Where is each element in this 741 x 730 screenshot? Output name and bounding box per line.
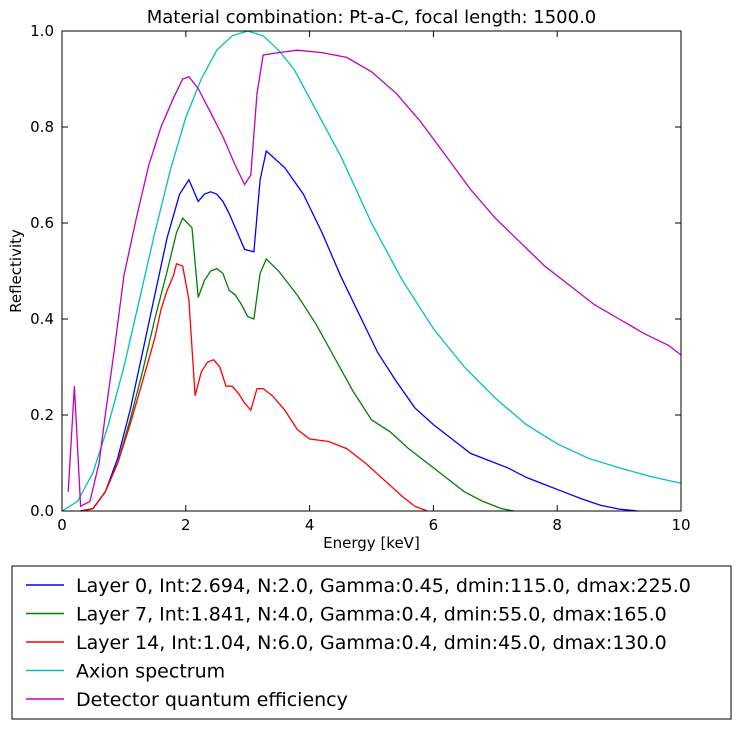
chart-title: Material combination: Pt-a-C, focal leng… xyxy=(147,7,597,28)
legend-entry-4: Detector quantum efficiency xyxy=(76,689,348,711)
y-tick-label: 0.0 xyxy=(30,502,54,520)
y-tick-label: 0.2 xyxy=(30,406,54,424)
y-tick-label: 0.8 xyxy=(30,118,54,136)
legend: Layer 0, Int:2.694, N:2.0, Gamma:0.45, d… xyxy=(11,565,732,720)
plot-lines xyxy=(61,30,682,512)
x-tick-label: 2 xyxy=(181,516,191,534)
series-line-1 xyxy=(80,217,515,512)
y-tick-label: 1.0 xyxy=(30,22,54,40)
legend-frame xyxy=(11,565,732,720)
x-tick-label: 4 xyxy=(305,516,315,534)
y-tick-label: 0.6 xyxy=(30,214,54,232)
legend-entry-3: Axion spectrum xyxy=(76,661,225,683)
x-axis: 0 2 4 6 8 10 xyxy=(57,31,691,534)
y-axis-label: Reflectivity xyxy=(7,229,25,313)
x-tick-label: 10 xyxy=(671,516,690,534)
plot-frame xyxy=(61,30,682,512)
series-line-2 xyxy=(80,262,428,512)
y-axis: 0.0 0.2 0.4 0.6 0.8 1.0 xyxy=(30,22,681,520)
legend-entry-1: Layer 7, Int:1.841, N:4.0, Gamma:0.4, dm… xyxy=(76,604,667,626)
series-line-3 xyxy=(61,30,682,512)
series-line-0 xyxy=(80,149,638,512)
legend-entry-2: Layer 14, Int:1.04, N:6.0, Gamma:0.4, dm… xyxy=(76,632,667,654)
series-line-4 xyxy=(67,49,682,508)
x-axis-label: Energy [keV] xyxy=(323,534,420,552)
x-tick-label: 0 xyxy=(57,516,67,534)
x-tick-label: 8 xyxy=(552,516,562,534)
x-tick-label: 6 xyxy=(429,516,439,534)
legend-entry-0: Layer 0, Int:2.694, N:2.0, Gamma:0.45, d… xyxy=(76,575,691,597)
y-tick-label: 0.4 xyxy=(30,310,54,328)
